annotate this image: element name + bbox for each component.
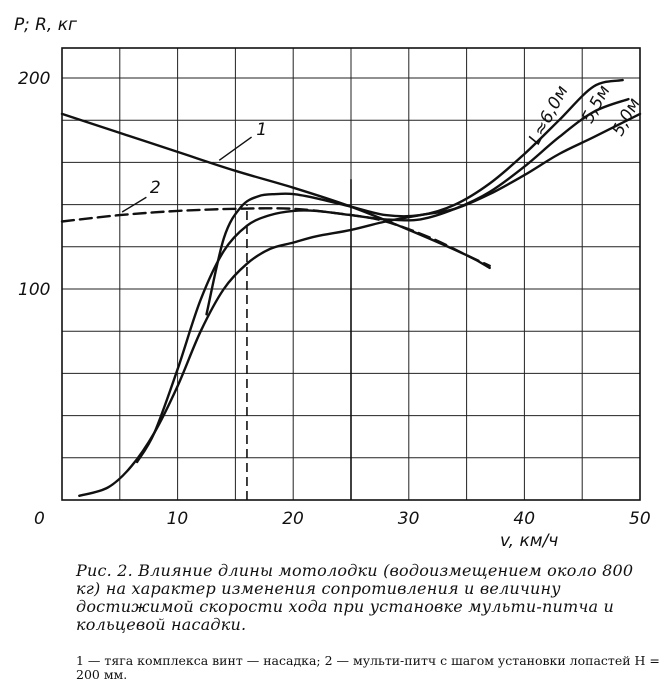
curve-series-4: [135, 97, 630, 464]
curve-label-1: 1: [256, 120, 267, 140]
x-axis-label: v, км/ч: [500, 531, 558, 551]
y-axis-label: P; R, кг: [14, 15, 77, 35]
figure-caption: Рис. 2. Влияние длины мотолодки (водоизм…: [76, 561, 634, 634]
curve-label-2: 2: [150, 178, 161, 198]
x-tick-label: 0: [34, 509, 45, 529]
curve-series-5: [78, 112, 642, 497]
x-tick-label: 10: [167, 509, 189, 529]
x-tick-label: 40: [513, 509, 535, 529]
curve-series-2: [60, 207, 491, 267]
curve-series-1: [60, 112, 491, 270]
x-tick-label: 20: [282, 509, 304, 529]
leader-line: [218, 136, 252, 161]
figure-legend: 1 — тяга комплекса винт — насадка; 2 — м…: [76, 653, 660, 682]
tick-labels: 0 10 20 30 40 50 100 200: [18, 69, 651, 529]
y-tick-label: 100: [18, 280, 50, 300]
x-tick-label: 30: [398, 509, 420, 529]
curve-series-3: [205, 78, 624, 316]
reference-lines: [246, 179, 352, 500]
x-tick-label: 50: [629, 509, 651, 529]
curve-labels: 12L≈6,0м 5,5м5,0м: [121, 82, 645, 213]
chart-curves: [60, 78, 642, 497]
y-tick-label: 200: [18, 69, 50, 89]
leader-line: [121, 196, 147, 213]
